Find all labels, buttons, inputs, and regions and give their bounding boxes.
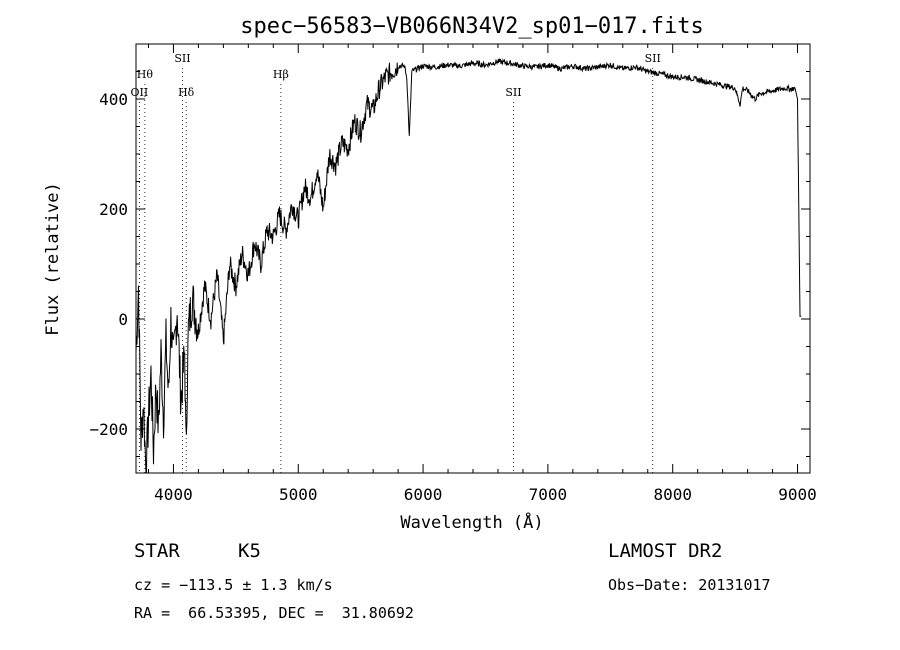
spectral-line-label: SII [645,52,661,65]
survey-name: LAMOST DR2 [608,540,723,562]
y-tick-label: 0 [118,310,128,329]
object-class: STAR [134,540,180,562]
observation-date: Obs−Date: 20131017 [608,576,771,594]
spectral-line-label: SII [174,52,190,65]
x-tick-label: 4000 [154,485,193,504]
spectral-line-label: Hδ [178,86,195,99]
sky-coordinates: RA = 66.53395, DEC = 31.80692 [134,604,414,622]
spectral-line-label: Hθ [137,68,154,81]
x-tick-label: 7000 [529,485,568,504]
redshift-cz: cz = −113.5 ± 1.3 km/s [134,576,333,594]
y-tick-label: 400 [99,90,128,109]
spectral-line-markers: OII Hθ SII Hδ Hβ SII SII [131,52,661,473]
plot-frame [135,43,811,474]
x-tick-label: 6000 [404,485,443,504]
spectral-line-label: OII [131,86,149,99]
object-subclass: K5 [238,540,261,562]
spectral-line-label: Hβ [273,68,289,81]
x-tick-label: 5000 [279,485,318,504]
y-axis-label: Flux (relative) [43,182,63,336]
x-tick-label: 8000 [653,485,692,504]
spectral-line-label: SII [505,86,521,99]
y-tick-label: −200 [89,420,128,439]
x-tick-label: 9000 [778,485,817,504]
x-axis-label: Wavelength (Å) [400,511,543,533]
y-tick-label: 200 [99,200,128,219]
x-axis: 4000 5000 6000 7000 8000 9000 [147,44,817,504]
y-axis: −200 0 200 400 [89,43,810,457]
spectrum-line [135,58,802,474]
chart-title: spec−56583−VB066N34V2_sp01−017.fits [240,14,704,39]
